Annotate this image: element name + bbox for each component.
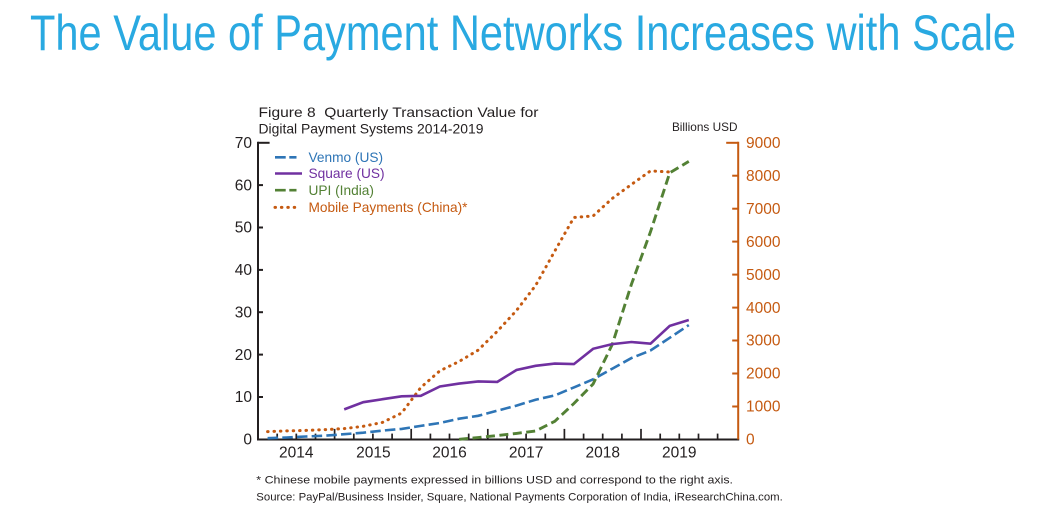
- svg-text:40: 40: [235, 262, 253, 279]
- svg-text:UPI (India): UPI (India): [309, 183, 374, 198]
- svg-text:2017: 2017: [509, 445, 543, 462]
- svg-text:7000: 7000: [746, 201, 781, 218]
- svg-text:2016: 2016: [432, 445, 466, 462]
- svg-text:8000: 8000: [746, 168, 781, 185]
- svg-text:10: 10: [235, 389, 253, 406]
- svg-text:60: 60: [235, 177, 253, 194]
- svg-text:Figure 8 Quarterly Transactio: Figure 8 Quarterly Transaction Value for: [259, 105, 540, 120]
- svg-text:Digital Payment Systems 2014-2: Digital Payment Systems 2014-2019: [259, 122, 484, 137]
- svg-text:The Value of Payment Networks: The Value of Payment Networks Increases …: [30, 5, 1016, 61]
- svg-text:9000: 9000: [746, 135, 781, 152]
- svg-text:Billions USD: Billions USD: [672, 120, 738, 134]
- svg-text:20: 20: [235, 347, 253, 364]
- svg-text:Source: PayPal/Business Inside: Source: PayPal/Business Insider, Square,…: [256, 492, 783, 504]
- svg-text:1000: 1000: [746, 399, 781, 416]
- svg-text:Venmo (US): Venmo (US): [309, 150, 384, 165]
- svg-text:* Chinese mobile payments expr: * Chinese mobile payments expressed in b…: [256, 475, 733, 487]
- svg-text:30: 30: [235, 304, 253, 321]
- svg-text:6000: 6000: [746, 234, 781, 251]
- svg-text:2018: 2018: [585, 445, 619, 462]
- svg-text:Square (US): Square (US): [309, 166, 385, 181]
- svg-text:0: 0: [746, 432, 755, 449]
- svg-text:2014: 2014: [279, 445, 314, 462]
- svg-text:3000: 3000: [746, 333, 781, 350]
- svg-text:5000: 5000: [746, 267, 781, 284]
- svg-text:2000: 2000: [746, 366, 781, 383]
- svg-text:2015: 2015: [356, 445, 390, 462]
- svg-text:50: 50: [235, 220, 253, 237]
- svg-text:4000: 4000: [746, 300, 781, 317]
- svg-text:2019: 2019: [662, 445, 696, 462]
- svg-text:Mobile Payments (China)*: Mobile Payments (China)*: [309, 200, 469, 215]
- svg-text:70: 70: [235, 135, 253, 152]
- svg-text:0: 0: [243, 432, 252, 449]
